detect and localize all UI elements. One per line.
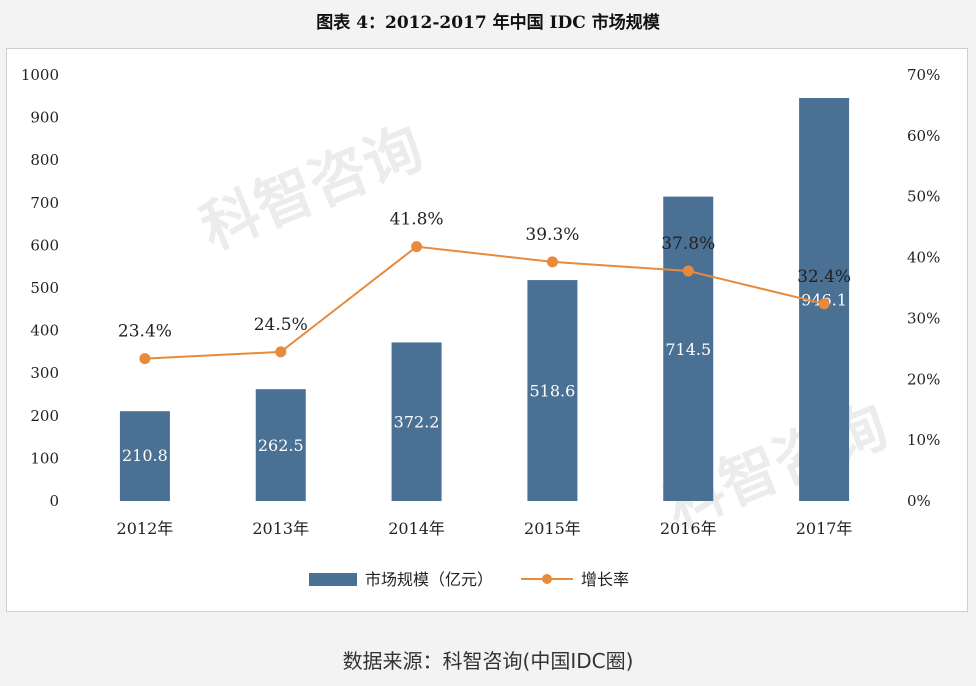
growth-value-label: 24.5% [254,315,308,335]
growth-value-label: 39.3% [525,225,579,245]
legend: 市场规模（亿元） 增长率 [309,570,629,589]
growth-value-label: 32.4% [797,267,851,287]
right-tick-label: 20% [907,370,940,388]
legend-swatch-bar [309,573,357,586]
line-data-labels: 23.4% 24.5% 41.8% 39.3% 37.8% 32.4% [118,210,851,342]
left-tick-label: 800 [30,151,59,169]
right-axis: 0% 10% 20% 30% 40% 50% 60% 70% [907,66,940,510]
left-tick-label: 200 [30,407,59,425]
category-label: 2012年 [117,519,174,538]
growth-point [139,353,151,365]
right-tick-label: 70% [907,66,940,84]
left-tick-label: 1000 [21,66,59,84]
legend-label: 增长率 [581,570,629,589]
category-label: 2014年 [388,519,445,538]
bar-value-label: 518.6 [530,382,576,401]
category-label: 2013年 [252,519,309,538]
left-tick-label: 600 [30,236,59,254]
category-label: 2015年 [524,519,581,538]
category-label: 2017年 [796,519,853,538]
left-axis: 0 100 200 300 400 500 600 700 800 900 1000 [21,66,59,510]
watermark-text: 科智咨询 [191,113,432,263]
growth-line-series [139,241,830,365]
chart-title: 图表 4：2012-2017 年中国 IDC 市场规模 [316,13,660,33]
bar [663,196,714,502]
bar-value-label: 262.5 [258,436,304,455]
legend-swatch-dot [542,574,552,584]
growth-point [411,241,423,253]
right-tick-label: 0% [907,492,931,510]
left-tick-label: 300 [30,364,59,382]
bar-value-label: 372.2 [394,413,440,432]
chart-svg: 科智咨询 科智咨询 010020030040050060070080090010… [21,66,941,589]
chart-area: 科智咨询 科智咨询 0 100 200 300 400 500 600 700 800 900 10… [6,48,968,612]
growth-value-label: 23.4% [118,322,172,342]
growth-point [818,298,830,310]
growth-value-label: 37.8% [661,234,715,254]
legend-label: 市场规模（亿元） [365,570,493,589]
source-note: 数据来源：科智咨询(中国IDC圈) [342,649,634,673]
bar [255,389,306,501]
bar-series [119,97,850,502]
growth-line [144,245,825,360]
left-tick-label: 900 [30,109,59,127]
left-tick-label: 400 [30,322,59,340]
right-tick-label: 10% [907,431,940,449]
growth-point [275,346,287,358]
right-tick-label: 60% [907,127,940,145]
growth-value-label: 41.8% [390,210,444,230]
bar [119,411,170,501]
left-tick-label: 700 [30,194,59,212]
right-tick-label: 50% [907,188,940,206]
left-tick-label: 500 [30,279,59,297]
bar [527,280,578,501]
bar-value-label: 714.5 [665,340,711,359]
bar [391,342,442,501]
category-label: 2016年 [660,519,717,538]
x-axis: 2012年 2013年 2014年 2015年 2016年 2017年 [117,519,853,538]
bar-value-label: 210.8 [122,446,168,465]
growth-point [546,256,558,268]
right-tick-label: 30% [907,309,940,327]
left-tick-label: 100 [30,449,59,467]
left-tick-label: 0 [49,492,59,510]
right-tick-label: 40% [907,249,940,267]
growth-point [682,265,694,277]
